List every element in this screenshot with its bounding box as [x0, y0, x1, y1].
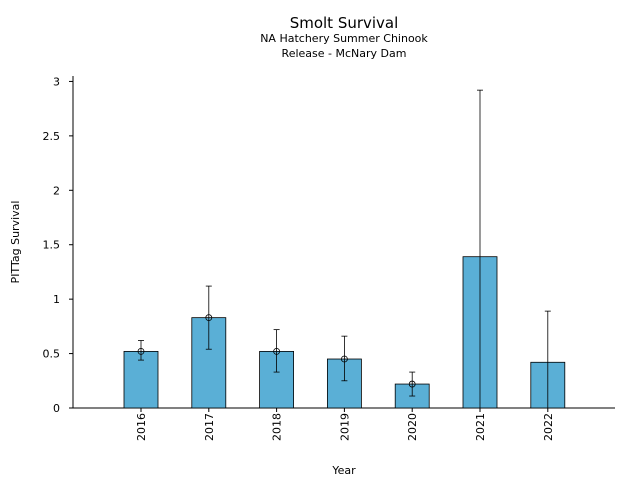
chart-subtitle-line-1: NA Hatchery Summer Chinook: [260, 32, 428, 45]
y-tick-label: 2: [53, 184, 60, 197]
x-tick-label-2022: 2022: [542, 413, 555, 441]
x-tick-label-2018: 2018: [271, 413, 284, 441]
y-tick-label: 2.5: [43, 130, 61, 143]
y-tick-label: 3: [53, 75, 60, 88]
x-tick-label-2016: 2016: [135, 413, 148, 441]
point-marker-2020: [408, 380, 416, 388]
y-tick-label: 1: [53, 293, 60, 306]
y-tick-label: 0: [53, 402, 60, 415]
point-marker-2017: [205, 314, 213, 322]
chart-title: Smolt Survival: [290, 14, 399, 32]
point-marker-2018: [273, 347, 281, 355]
bar-2016: [123, 350, 159, 409]
x-tick-label-2017: 2017: [203, 413, 216, 441]
y-tick-label: 0.5: [43, 348, 61, 361]
x-tick-label-2019: 2019: [338, 413, 351, 441]
plot-area: 0 0.5 1 1.5 2 2.5 3 2016 2017 2018 2019 2020 2021 202…: [43, 75, 615, 441]
y-tick-label: 1.5: [43, 239, 61, 252]
x-tick-label-2021: 2021: [474, 413, 487, 441]
x-tick-label-2020: 2020: [406, 413, 419, 441]
x-axis-label: Year: [331, 464, 356, 477]
point-marker-2016: [137, 347, 145, 355]
chart-subtitle-line-2: Release - McNary Dam: [282, 47, 407, 60]
y-axis-label: PITTag Survival: [9, 201, 22, 284]
point-marker-2019: [340, 355, 348, 363]
